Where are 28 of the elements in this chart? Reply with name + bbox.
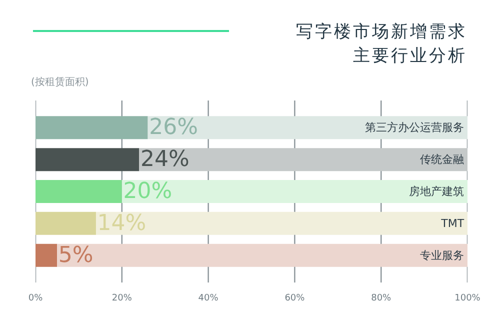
x-tick-label: 100% xyxy=(454,294,481,304)
y-tick-label: TMT xyxy=(440,216,464,230)
bar xyxy=(122,180,468,203)
chart-title: 写字楼市场新增需求主要行业分析 xyxy=(295,21,467,68)
bar xyxy=(36,116,148,140)
x-tick-label: 20% xyxy=(112,294,132,304)
bar xyxy=(36,244,58,267)
y-tick-label: 第三方办公运营服务 xyxy=(365,121,464,134)
bar xyxy=(96,212,468,235)
data-label: 14% xyxy=(97,210,146,236)
bar xyxy=(36,212,96,235)
data-label: 20% xyxy=(123,179,172,204)
data-label: 26% xyxy=(149,115,198,140)
y-tick-label: 房地产建筑 xyxy=(409,185,464,198)
x-tick-label: 0% xyxy=(28,294,44,304)
chart-subtitle: (按租赁面积) xyxy=(31,76,89,90)
bar xyxy=(139,148,468,172)
y-tick-label: 专业服务 xyxy=(420,248,464,262)
x-tick-label: 40% xyxy=(198,294,219,304)
y-tick-label: 传统金融 xyxy=(420,153,464,166)
bar xyxy=(36,148,140,172)
bar xyxy=(57,244,468,267)
bar xyxy=(36,180,122,203)
data-label: 24% xyxy=(140,147,190,172)
data-label: 5% xyxy=(58,242,94,268)
x-tick-label: 60% xyxy=(284,294,306,304)
x-tick-label: 80% xyxy=(371,294,392,304)
bar xyxy=(148,116,468,140)
